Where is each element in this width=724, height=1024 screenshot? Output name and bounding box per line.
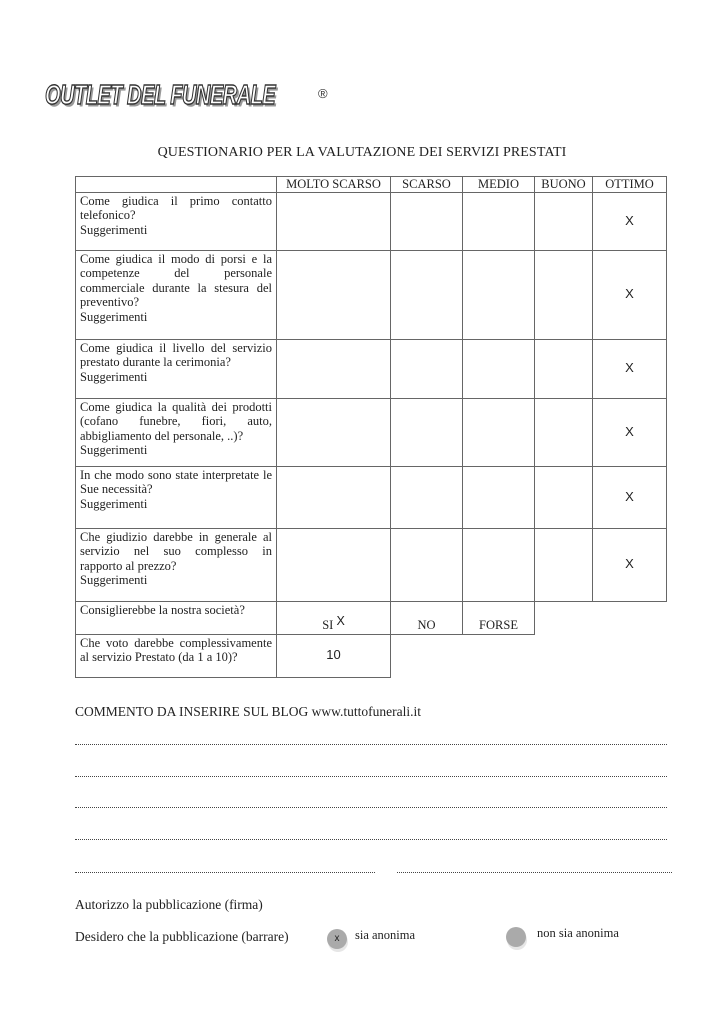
rating-cell[interactable] bbox=[534, 338, 593, 399]
rating-cell[interactable]: X bbox=[592, 191, 667, 251]
rating-cell[interactable]: X bbox=[592, 249, 667, 340]
not-anonymous-radio[interactable] bbox=[506, 927, 526, 947]
rating-cell[interactable] bbox=[276, 397, 391, 467]
suggestion-label: Suggerimenti bbox=[80, 573, 148, 587]
questionnaire-table: MOLTO SCARSO SCARSO MEDIO BUONO OTTIMO C… bbox=[75, 176, 667, 678]
selected-mark: X bbox=[625, 423, 634, 439]
selected-mark: X bbox=[625, 286, 634, 302]
suggestion-label: Suggerimenti bbox=[80, 443, 148, 457]
authorize-label: Autorizzo la pubblicazione (firma) bbox=[75, 897, 263, 912]
rating-cell[interactable] bbox=[276, 338, 391, 399]
question-text: Come giudica il primo contatto telefonic… bbox=[80, 193, 272, 223]
selected-mark: X bbox=[625, 212, 634, 228]
rating-cell[interactable] bbox=[276, 191, 391, 251]
rating-cell[interactable] bbox=[462, 397, 535, 467]
not-anonymous-label: non sia anonima bbox=[537, 926, 619, 940]
rating-cell[interactable]: X bbox=[592, 465, 667, 529]
comment-line[interactable] bbox=[75, 839, 667, 840]
suggestion-label: Suggerimenti bbox=[80, 309, 148, 324]
option-no[interactable]: NO bbox=[390, 600, 463, 635]
recommend-row: Consiglierebbe la nostra società? SI X N… bbox=[75, 600, 667, 635]
recommend-question: Consiglierebbe la nostra società? bbox=[75, 600, 277, 635]
col-buono: BUONO bbox=[534, 176, 593, 193]
rating-cell[interactable]: X bbox=[592, 338, 667, 399]
rating-cell[interactable] bbox=[390, 465, 463, 529]
col-ottimo: OTTIMO bbox=[592, 176, 667, 193]
col-medio: MEDIO bbox=[462, 176, 535, 193]
anonymous-label: sia anonima bbox=[355, 928, 416, 942]
comment-label: COMMENTO DA INSERIRE SUL BLOG www.tuttof… bbox=[75, 704, 421, 719]
vote-question: Che voto darebbe complessivamente al ser… bbox=[75, 633, 277, 678]
page-title: QUESTIONARIO PER LA VALUTAZIONE DEI SERV… bbox=[157, 145, 567, 160]
selected-mark: X bbox=[625, 360, 634, 376]
question-text: Che giudizio darebbe in generale al serv… bbox=[80, 529, 272, 573]
rating-cell[interactable] bbox=[390, 527, 463, 602]
option-forse[interactable]: FORSE bbox=[462, 600, 535, 635]
rating-cell[interactable] bbox=[276, 465, 391, 529]
question-text: In che modo sono state interpretate le S… bbox=[80, 467, 272, 497]
col-molto-scarso: MOLTO SCARSO bbox=[276, 176, 391, 193]
selected-mark: X bbox=[625, 556, 634, 572]
selected-mark: X bbox=[625, 488, 634, 504]
question-row: Come giudica il modo di porsi e la compe… bbox=[75, 249, 667, 340]
publication-label: Desidero che la pubblicazione (barrare) bbox=[75, 929, 289, 944]
rating-cell[interactable] bbox=[462, 249, 535, 340]
rating-cell[interactable] bbox=[462, 527, 535, 602]
logo: OUTLET DEL FUNERALE bbox=[44, 79, 276, 111]
comment-line[interactable] bbox=[75, 807, 667, 808]
vote-value[interactable]: 10 bbox=[276, 633, 391, 678]
anonymous-radio[interactable]: x bbox=[327, 929, 347, 949]
question-text: Come giudica il livello del servizio pre… bbox=[80, 340, 272, 370]
rating-cell[interactable] bbox=[390, 191, 463, 251]
rating-cell[interactable] bbox=[462, 465, 535, 529]
rating-cell[interactable] bbox=[534, 465, 593, 529]
comment-line[interactable] bbox=[75, 872, 375, 873]
rating-cell[interactable] bbox=[462, 191, 535, 251]
question-text: Come giudica la qualità dei prodotti (co… bbox=[80, 399, 272, 443]
question-row: Che giudizio darebbe in generale al serv… bbox=[75, 527, 667, 602]
rating-cell[interactable] bbox=[534, 191, 593, 251]
question-text: Come giudica il modo di porsi e la compe… bbox=[80, 251, 272, 310]
signature-line[interactable] bbox=[397, 872, 672, 873]
comment-line[interactable] bbox=[75, 776, 667, 777]
registered-mark: ® bbox=[318, 86, 328, 101]
question-row: Come giudica il livello del servizio pre… bbox=[75, 338, 667, 399]
rating-cell[interactable] bbox=[390, 397, 463, 467]
suggestion-label: Suggerimenti bbox=[80, 222, 148, 237]
rating-cell[interactable] bbox=[534, 397, 593, 467]
rating-cell[interactable] bbox=[534, 527, 593, 602]
rating-cell[interactable] bbox=[390, 249, 463, 340]
rating-cell[interactable] bbox=[390, 338, 463, 399]
rating-cell[interactable] bbox=[276, 527, 391, 602]
question-row: Come giudica la qualità dei prodotti (co… bbox=[75, 397, 667, 467]
rating-cell[interactable]: X bbox=[592, 397, 667, 467]
rating-cell[interactable]: X bbox=[592, 527, 667, 602]
rating-cell[interactable] bbox=[534, 249, 593, 340]
vote-row: Che voto darebbe complessivamente al ser… bbox=[75, 633, 667, 678]
suggestion-label: Suggerimenti bbox=[80, 369, 148, 384]
suggestion-label: Suggerimenti bbox=[80, 496, 148, 511]
question-row: Come giudica il primo contatto telefonic… bbox=[75, 191, 667, 251]
header-row: MOLTO SCARSO SCARSO MEDIO BUONO OTTIMO bbox=[75, 176, 667, 193]
recommend-mark: X bbox=[336, 614, 345, 628]
comment-line[interactable] bbox=[75, 744, 667, 745]
rating-cell[interactable] bbox=[276, 249, 391, 340]
question-row: In che modo sono state interpretate le S… bbox=[75, 465, 667, 529]
rating-cell[interactable] bbox=[462, 338, 535, 399]
option-si[interactable]: SI X bbox=[276, 600, 391, 635]
col-scarso: SCARSO bbox=[390, 176, 463, 193]
